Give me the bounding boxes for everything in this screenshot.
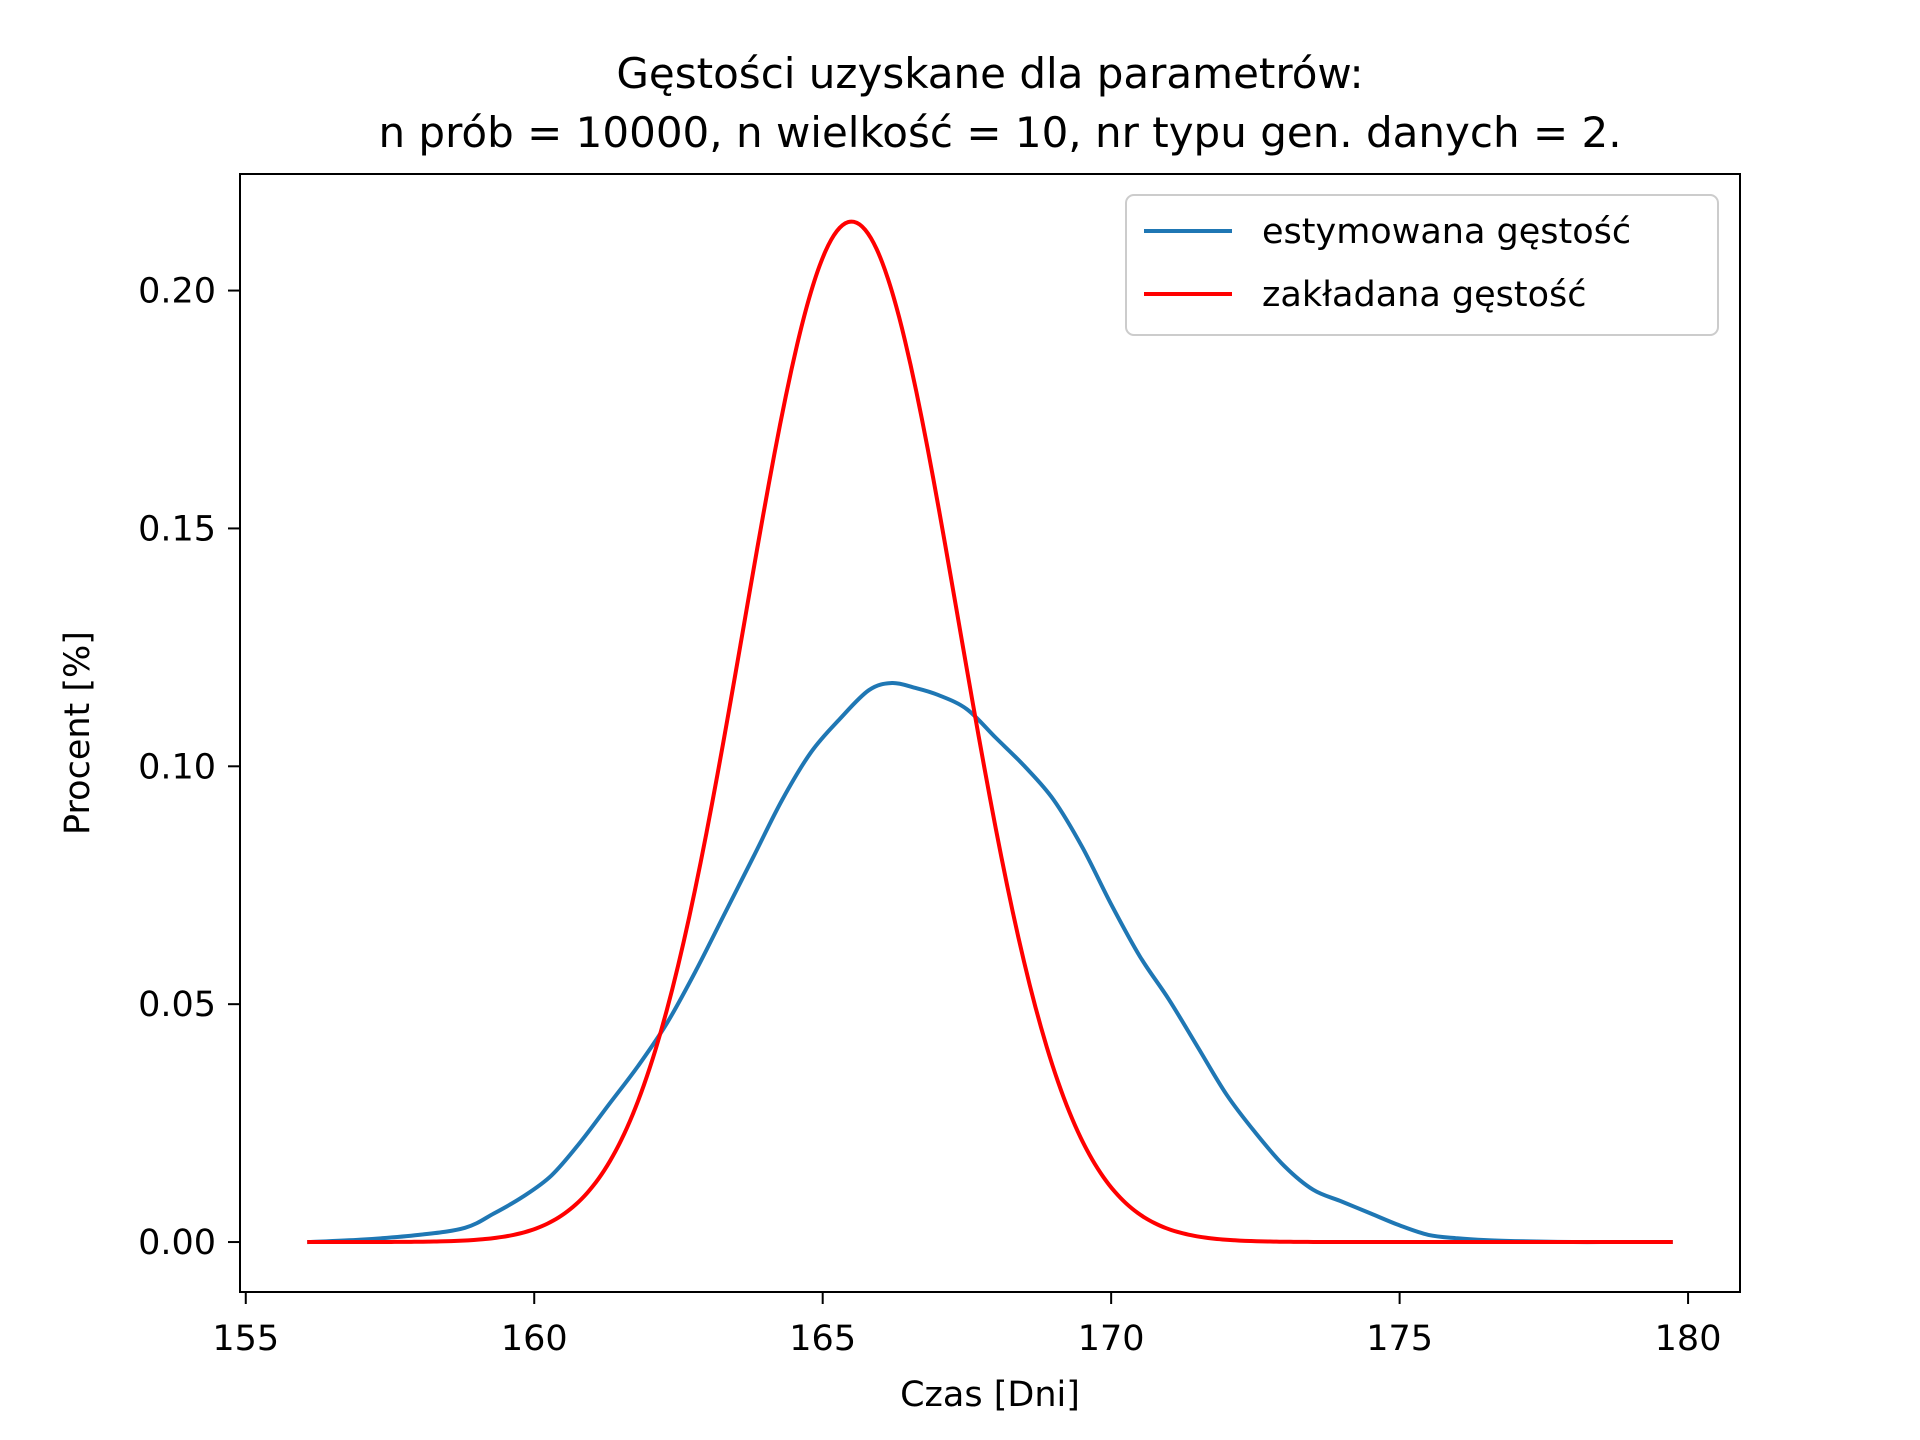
x-tick-label: 155 — [212, 1319, 279, 1359]
x-tick-label: 160 — [501, 1319, 568, 1359]
legend-label-assumed: zakładana gęstość — [1262, 275, 1587, 315]
y-axis-label: Procent [%] — [58, 631, 98, 835]
y-tick-label: 0.20 — [138, 272, 216, 312]
axes-frame — [239, 173, 1741, 1293]
plot-area: 155 160 165 170 175 180 0.00 0.05 0.10 0.15 0.20 — [138, 173, 1741, 1359]
x-tick-label: 175 — [1366, 1319, 1433, 1359]
x-axis-ticks: 155 160 165 170 175 180 — [212, 1292, 1721, 1359]
chart-title-line2: n prób = 10000, n wielkość = 10, nr typu… — [378, 108, 1621, 157]
legend-label-estimated: estymowana gęstość — [1262, 212, 1631, 252]
y-tick-label: 0.00 — [138, 1223, 216, 1263]
x-tick-label: 165 — [789, 1319, 856, 1359]
legend: estymowana gęstość zakładana gęstość — [1125, 194, 1719, 336]
x-tick-label: 180 — [1655, 1319, 1722, 1359]
chart-title-line1: Gęstości uzyskane dla parametrów: — [616, 49, 1363, 98]
x-axis-label: Czas [Dni] — [900, 1375, 1080, 1415]
y-tick-label: 0.05 — [138, 985, 216, 1025]
series-line-assumed — [307, 219, 1673, 1245]
series-layer — [307, 219, 1673, 1245]
y-axis-ticks: 0.00 0.05 0.10 0.15 0.20 — [138, 272, 240, 1263]
series-line-estimated — [307, 681, 1673, 1245]
legend-box — [1125, 194, 1719, 336]
x-tick-label: 170 — [1078, 1319, 1145, 1359]
y-tick-label: 0.10 — [138, 747, 216, 787]
y-tick-label: 0.15 — [138, 509, 216, 549]
